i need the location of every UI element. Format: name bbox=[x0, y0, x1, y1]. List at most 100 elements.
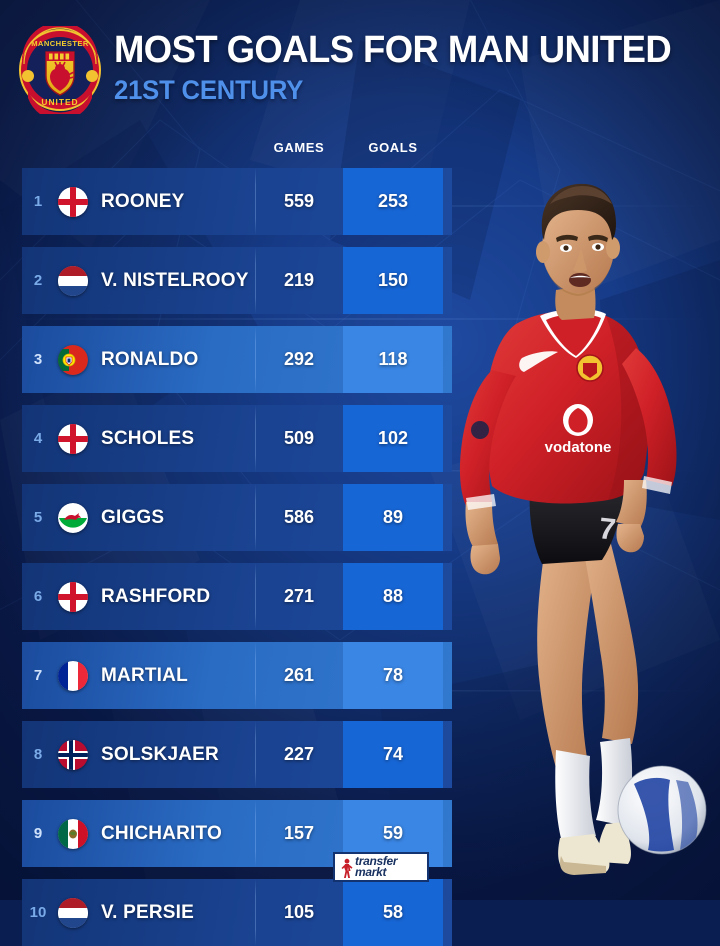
column-divider bbox=[255, 721, 256, 788]
column-divider bbox=[255, 326, 256, 393]
norway-flag-icon bbox=[58, 739, 88, 770]
row-games: 261 bbox=[283, 665, 315, 685]
goals-cell-background bbox=[343, 168, 443, 235]
page-title: MOST GOALS FOR MAN UNITED bbox=[114, 29, 672, 71]
goals-cell-background bbox=[343, 721, 443, 788]
row-player-name: V. NISTELROOY bbox=[101, 269, 249, 291]
row-goals: 150 bbox=[377, 270, 409, 290]
row-rank: 10 bbox=[29, 904, 47, 921]
table-row[interactable]: 7 MARTIAL 261 78 bbox=[0, 642, 452, 709]
row-spacer bbox=[0, 472, 452, 484]
column-divider bbox=[255, 405, 256, 472]
goals-cell-background bbox=[343, 326, 443, 393]
column-header-games: GAMES bbox=[273, 140, 325, 155]
table-row[interactable]: 1 ROONEY 559 253 bbox=[0, 168, 452, 235]
row-spacer bbox=[0, 709, 452, 721]
table-row[interactable]: 4 SCHOLES 509 102 bbox=[0, 405, 452, 472]
row-rank: 4 bbox=[33, 430, 43, 447]
column-divider bbox=[255, 642, 256, 709]
player-photo-cristiano-ronaldo: 7 vodatone bbox=[430, 120, 720, 880]
title-block: MOST GOALS FOR MAN UNITED 21ST CENTURY bbox=[114, 28, 714, 106]
row-games: 559 bbox=[283, 191, 315, 211]
row-spacer bbox=[0, 235, 452, 247]
svg-text:7: 7 bbox=[597, 512, 617, 547]
row-games: 509 bbox=[283, 428, 315, 448]
table-row[interactable]: 5 GIGGS 586 89 bbox=[0, 484, 452, 551]
svg-text:MANCHESTER: MANCHESTER bbox=[31, 39, 89, 48]
row-rank: 1 bbox=[33, 193, 43, 210]
column-header-goals: GOALS bbox=[368, 140, 418, 155]
transfermarkt-figure-icon bbox=[339, 858, 355, 880]
row-player-name: MARTIAL bbox=[101, 664, 188, 686]
row-games: 105 bbox=[283, 902, 315, 922]
row-rank: 2 bbox=[33, 272, 43, 289]
ranking-table: GAMES GOALS 1 ROONEY 559 253 2 V. NISTEL… bbox=[0, 138, 452, 946]
netherlands-flag-icon bbox=[58, 897, 88, 928]
wales-flag-icon bbox=[58, 502, 88, 533]
column-divider bbox=[255, 168, 256, 235]
row-goals: 102 bbox=[377, 428, 409, 448]
column-divider bbox=[255, 247, 256, 314]
row-player-name: ROONEY bbox=[101, 190, 185, 212]
row-rank: 7 bbox=[33, 667, 43, 684]
table-row[interactable]: 9 CHICHARITO 157 59 bbox=[0, 800, 452, 867]
goals-cell-background bbox=[343, 563, 443, 630]
row-spacer bbox=[0, 551, 452, 563]
row-games: 292 bbox=[283, 349, 315, 369]
row-player-name: SOLSKJAER bbox=[101, 743, 219, 765]
page-subtitle: 21ST CENTURY bbox=[114, 75, 304, 105]
netherlands-flag-icon bbox=[58, 265, 88, 296]
transfermarkt-text-bottom: markt bbox=[355, 865, 387, 879]
row-goals: 74 bbox=[382, 744, 404, 764]
row-spacer bbox=[0, 393, 452, 405]
table-row[interactable]: 3 RONALDO 292 118 bbox=[0, 326, 452, 393]
column-divider bbox=[255, 484, 256, 551]
england-flag-icon bbox=[58, 186, 88, 217]
row-games: 271 bbox=[283, 586, 315, 606]
table-row[interactable]: 8 SOLSKJAER 227 74 bbox=[0, 721, 452, 788]
goals-cell-background bbox=[343, 484, 443, 551]
france-flag-icon bbox=[58, 660, 88, 691]
row-goals: 88 bbox=[382, 586, 404, 606]
row-rank: 5 bbox=[33, 509, 43, 526]
row-games: 219 bbox=[283, 270, 315, 290]
row-spacer bbox=[0, 788, 452, 800]
row-rank: 3 bbox=[33, 351, 43, 368]
row-goals: 58 bbox=[382, 902, 404, 922]
column-divider bbox=[255, 563, 256, 630]
row-goals: 253 bbox=[377, 191, 409, 211]
row-goals: 89 bbox=[382, 507, 404, 527]
manchester-united-crest-icon: MANCHESTER UNITED bbox=[16, 22, 104, 121]
mexico-flag-icon bbox=[58, 818, 88, 849]
svg-text:vodatone: vodatone bbox=[545, 439, 612, 456]
row-player-name: RASHFORD bbox=[101, 585, 211, 607]
row-player-name: CHICHARITO bbox=[101, 822, 222, 844]
goals-cell-background bbox=[343, 405, 443, 472]
row-player-name: RONALDO bbox=[101, 348, 199, 370]
row-games: 157 bbox=[283, 823, 315, 843]
row-player-name: SCHOLES bbox=[101, 427, 195, 449]
goals-cell-background bbox=[343, 642, 443, 709]
row-goals: 78 bbox=[382, 665, 404, 685]
column-divider bbox=[255, 800, 256, 867]
row-rank: 8 bbox=[33, 746, 43, 763]
transfermarkt-text-top: transfer bbox=[355, 854, 398, 868]
row-spacer bbox=[0, 630, 452, 642]
svg-text:UNITED: UNITED bbox=[41, 97, 78, 107]
table-row[interactable]: 6 RASHFORD 271 88 bbox=[0, 563, 452, 630]
table-column-headers: GAMES GOALS bbox=[0, 138, 452, 168]
row-rank: 6 bbox=[33, 588, 43, 605]
table-row[interactable]: 2 V. NISTELROOY 219 150 bbox=[0, 247, 452, 314]
row-games: 586 bbox=[283, 507, 315, 527]
row-rank: 9 bbox=[33, 825, 43, 842]
table-row[interactable]: 10 V. PERSIE 105 58 bbox=[0, 879, 452, 946]
england-flag-icon bbox=[58, 581, 88, 612]
portugal-flag-icon bbox=[58, 344, 88, 375]
goals-cell-background bbox=[343, 247, 443, 314]
row-games: 227 bbox=[283, 744, 315, 764]
header: MANCHESTER UNITED MOST GOALS FOR MAN UNI… bbox=[0, 0, 720, 128]
row-spacer bbox=[0, 314, 452, 326]
transfermarkt-logo-icon[interactable]: transfer markt bbox=[333, 852, 429, 882]
row-goals: 59 bbox=[382, 823, 404, 843]
row-goals: 118 bbox=[378, 349, 408, 369]
